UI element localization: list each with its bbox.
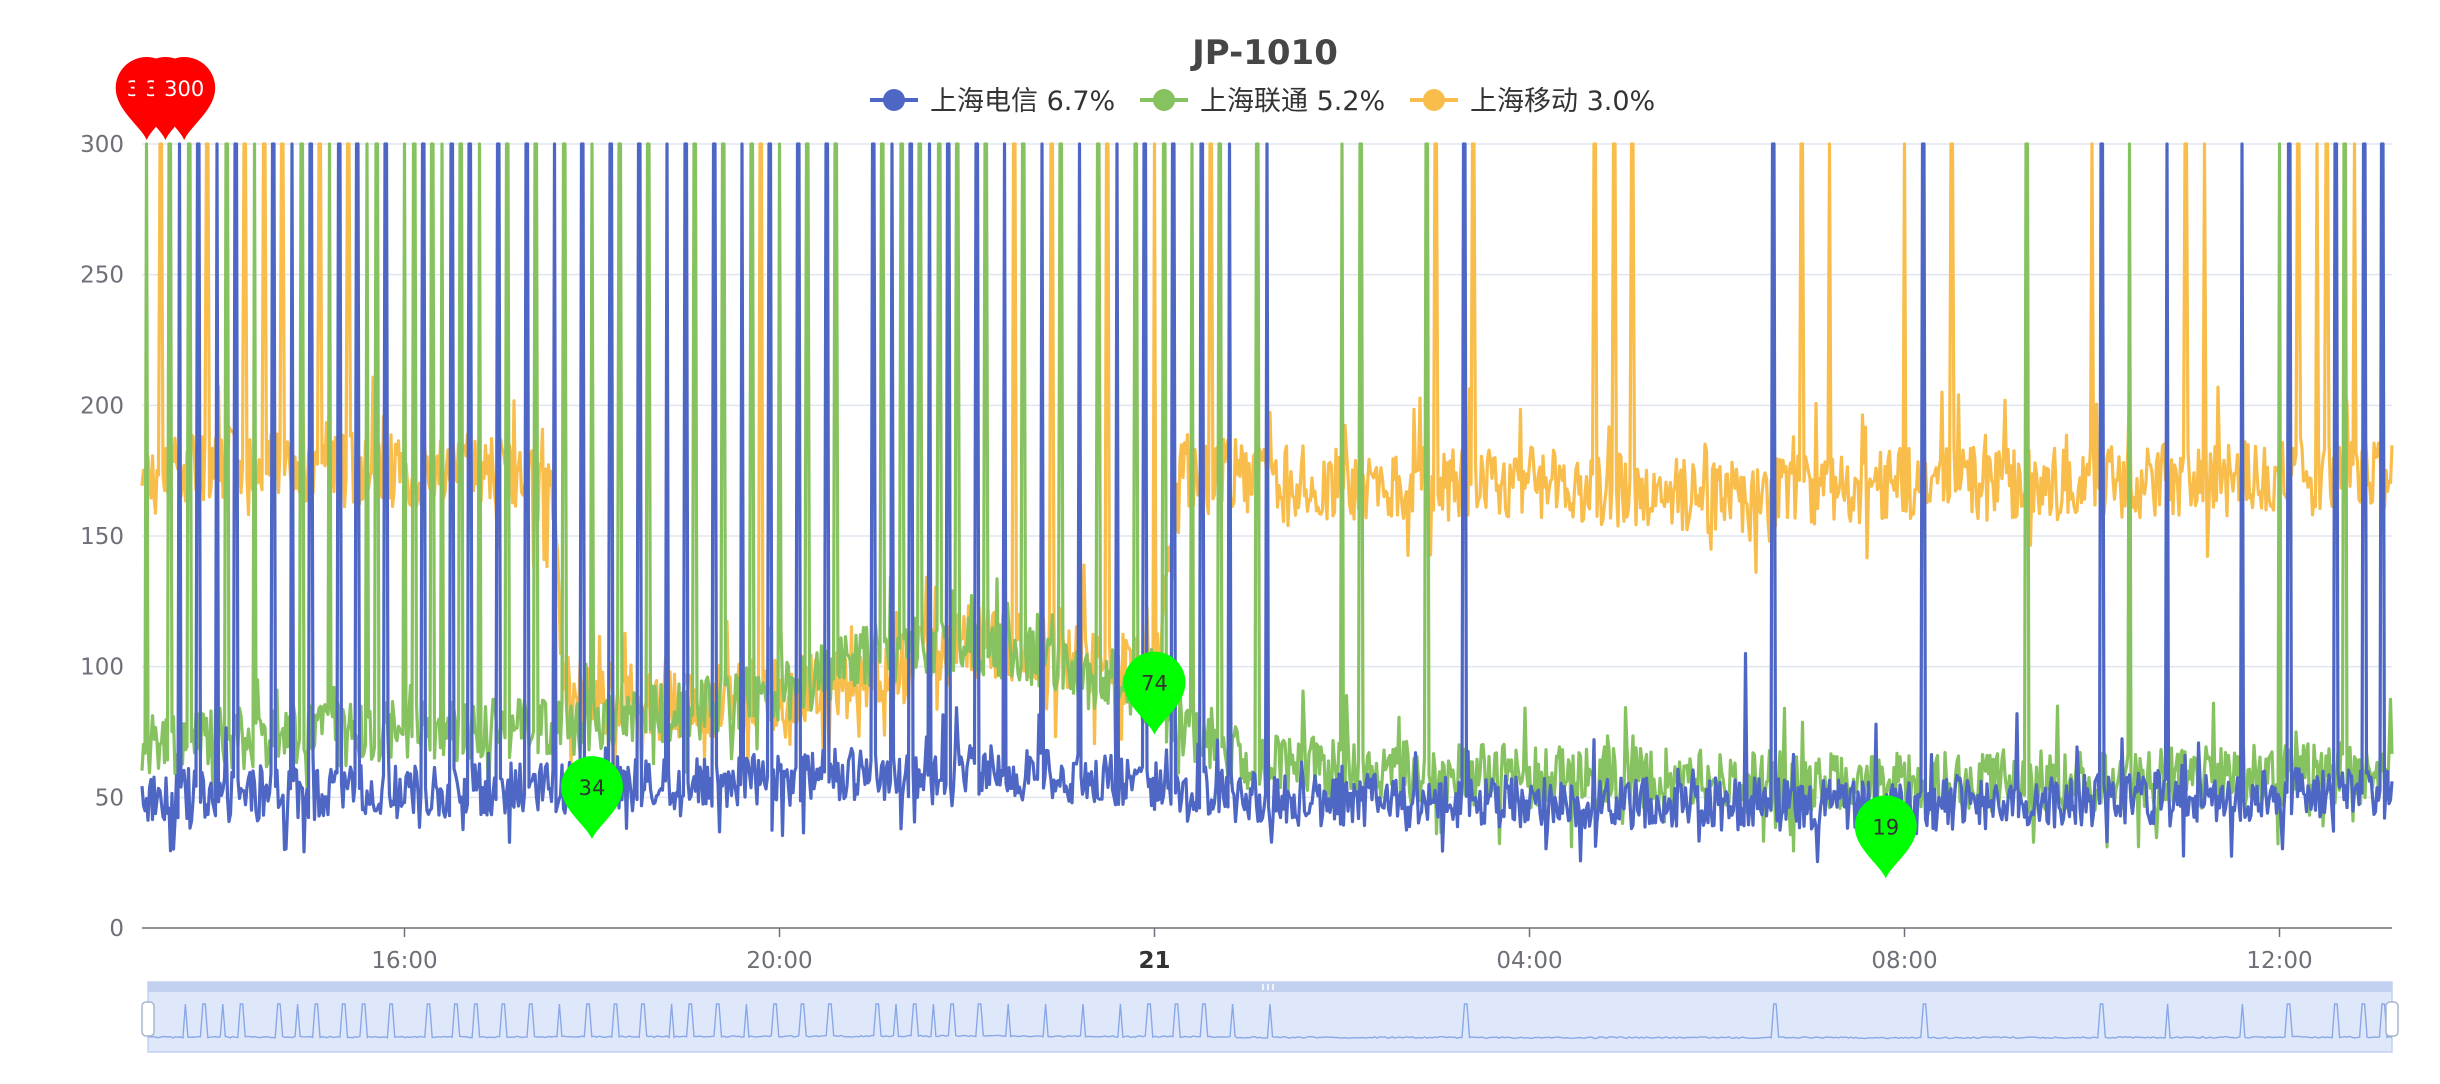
legend-marker: [1423, 89, 1445, 111]
min-value-marker: 19: [1854, 795, 1917, 879]
x-tick-label: 20:00: [746, 948, 812, 974]
x-axis: 16:00 20:00 21 04:00 08:00 12:00: [142, 927, 2392, 974]
x-tick-label: 21: [1138, 948, 1170, 974]
legend-item: 上海移动 3.0%: [1410, 86, 1655, 117]
zoom-start-handle[interactable]: [141, 1001, 155, 1037]
series-line: [140, 142, 2394, 864]
legend-item: 上海联通 5.2%: [1140, 86, 1385, 117]
y-tick-label: 50: [95, 785, 124, 811]
legend-label: 上海联通 5.2%: [1200, 86, 1385, 117]
y-tick-label: 0: [109, 916, 124, 942]
markers: 300300300347419: [115, 56, 1917, 879]
x-tick-label: 04:00: [1496, 948, 1562, 974]
marker-pin-shape: [153, 56, 216, 140]
y-tick-label: 150: [80, 524, 124, 550]
legend: 上海电信 6.7% 上海联通 5.2% 上海移动 3.0%: [870, 86, 1655, 117]
min-value-marker: 34: [561, 756, 623, 840]
legend-label: 上海移动 3.0%: [1470, 86, 1655, 117]
x-tick-label: 12:00: [2246, 948, 2312, 974]
legend-label: 上海电信 6.7%: [930, 86, 1115, 117]
marker-label: 300: [164, 77, 204, 101]
plot-area: [140, 142, 2394, 864]
min-value-marker: 74: [1123, 651, 1186, 735]
legend-item: 上海电信 6.7%: [870, 86, 1115, 117]
y-tick-label: 200: [80, 393, 124, 419]
marker-label: 74: [1141, 672, 1168, 696]
y-axis: 0 50 100 150 200 250 300: [80, 132, 124, 942]
marker-label: 34: [579, 776, 606, 800]
zoom-drag-grip[interactable]: [1262, 984, 1274, 990]
x-tick-label: 08:00: [1871, 948, 1937, 974]
chart-title: JP-1010: [1190, 33, 1338, 73]
data-zoom-slider[interactable]: [141, 981, 2399, 1053]
zoom-preview-line: [147, 1003, 2393, 1040]
y-tick-label: 100: [80, 655, 124, 681]
zoom-end-handle[interactable]: [2385, 1001, 2399, 1037]
marker-pin-shape: [561, 756, 623, 840]
x-tick-label: 16:00: [371, 948, 437, 974]
marker-pin-shape: [1854, 795, 1917, 879]
marker-pin-shape: [1123, 651, 1186, 735]
max-value-marker: 300: [153, 56, 216, 140]
zoom-background: [147, 981, 2393, 1053]
marker-label: 19: [1872, 815, 1899, 839]
y-tick-label: 300: [80, 132, 124, 158]
y-tick-label: 250: [80, 263, 124, 289]
zoom-top-bar: [148, 982, 2392, 992]
legend-marker: [1153, 89, 1175, 111]
legend-marker: [883, 89, 905, 111]
